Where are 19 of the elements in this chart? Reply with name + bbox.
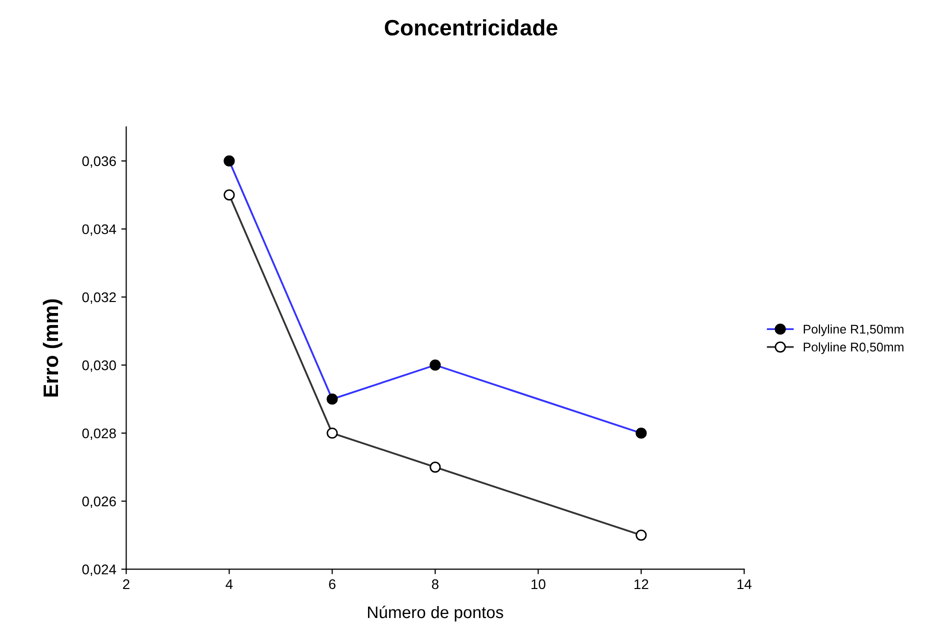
- legend-label: Polyline R1,50mm: [804, 324, 904, 336]
- y-tick-label: 0,028: [82, 428, 116, 440]
- x-tick-label: 10: [532, 579, 546, 590]
- x-axis-title: Número de pontos: [368, 606, 504, 622]
- x-tick-label: 6: [329, 579, 336, 590]
- y-tick-label: 0,024: [82, 564, 116, 576]
- x-tick-label: 4: [226, 579, 233, 589]
- x-tick-label: 14: [738, 579, 752, 589]
- y-axis-title: Erro (mm): [42, 299, 62, 396]
- y-tick-label: 0,034: [82, 224, 116, 236]
- y-tick-label: 0,032: [82, 292, 116, 304]
- x-tick-label: 2: [123, 579, 130, 589]
- chart-title: Concentricidade: [384, 19, 558, 36]
- y-tick-label: 0,026: [82, 496, 116, 508]
- y-tick-label: 0,036: [82, 156, 116, 168]
- y-tick-label: 0,030: [82, 360, 116, 372]
- legend-label: Polyline R0,50mm: [804, 342, 904, 354]
- x-tick-label: 8: [432, 579, 438, 590]
- x-tick-label: 12: [634, 579, 648, 589]
